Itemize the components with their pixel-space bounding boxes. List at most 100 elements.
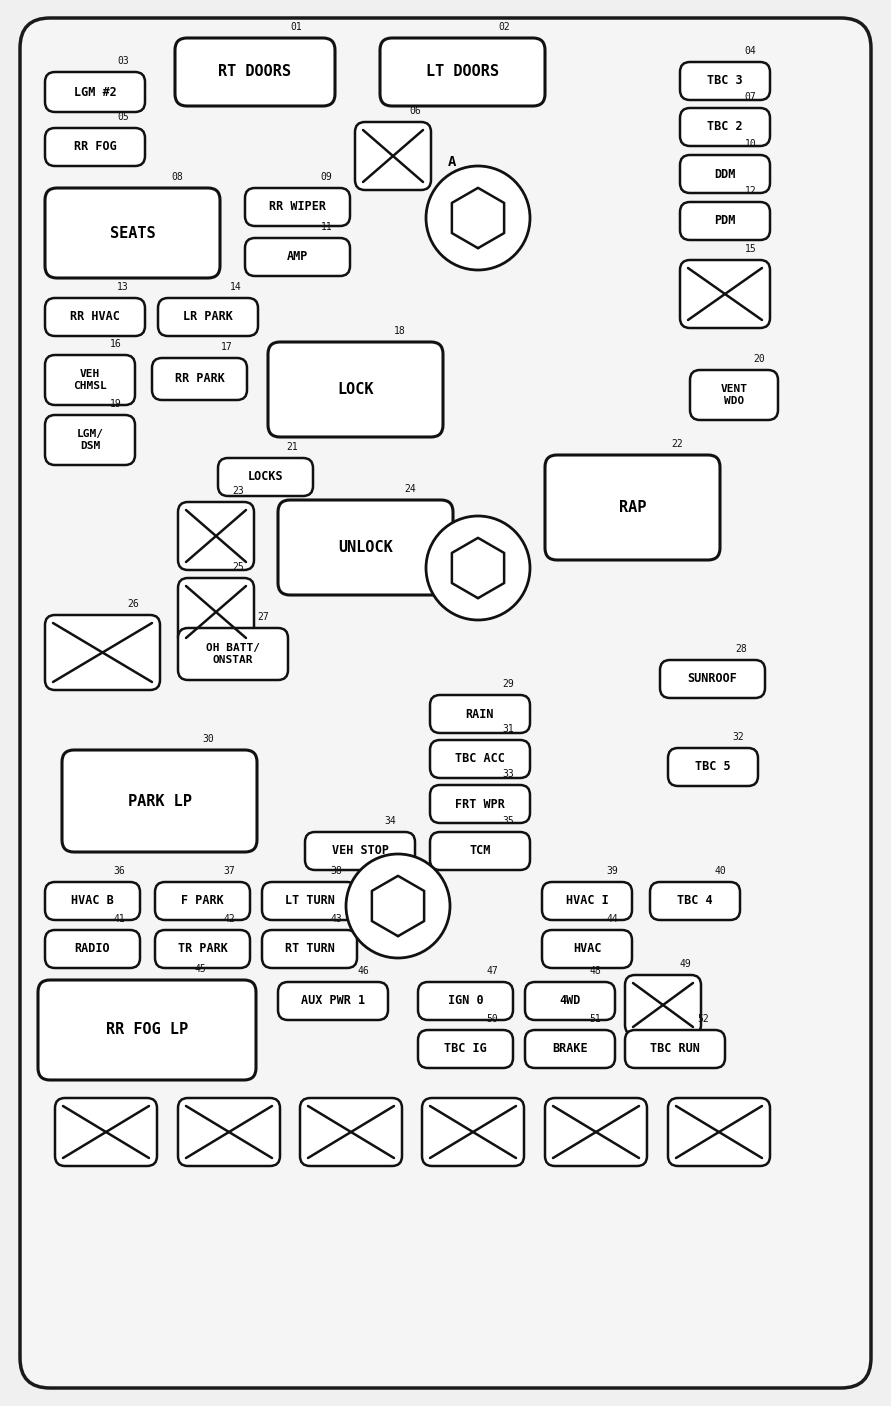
FancyBboxPatch shape <box>418 981 513 1019</box>
Text: PDM: PDM <box>715 215 736 228</box>
FancyBboxPatch shape <box>430 832 530 870</box>
FancyBboxPatch shape <box>45 882 140 920</box>
Circle shape <box>346 853 450 957</box>
Text: TBC 4: TBC 4 <box>677 894 713 907</box>
FancyBboxPatch shape <box>660 659 765 697</box>
FancyBboxPatch shape <box>45 614 160 690</box>
Text: 29: 29 <box>502 679 514 689</box>
Text: TR PARK: TR PARK <box>177 942 227 956</box>
FancyBboxPatch shape <box>158 298 258 336</box>
Text: RR HVAC: RR HVAC <box>70 311 120 323</box>
FancyBboxPatch shape <box>175 38 335 105</box>
FancyBboxPatch shape <box>355 122 431 190</box>
Text: LOCK: LOCK <box>338 382 373 396</box>
Text: RAIN: RAIN <box>466 707 495 720</box>
Text: 39: 39 <box>607 866 618 876</box>
Text: 08: 08 <box>171 172 183 181</box>
Text: VEH STOP: VEH STOP <box>331 845 388 858</box>
Text: TBC 2: TBC 2 <box>707 121 743 134</box>
FancyBboxPatch shape <box>45 128 145 166</box>
FancyBboxPatch shape <box>680 260 770 328</box>
Text: VEH
CHMSL: VEH CHMSL <box>73 370 107 391</box>
Text: 23: 23 <box>233 486 244 496</box>
FancyBboxPatch shape <box>45 298 145 336</box>
Text: RR FOG LP: RR FOG LP <box>106 1022 188 1038</box>
Text: RR WIPER: RR WIPER <box>269 201 326 214</box>
Text: 33: 33 <box>502 769 514 779</box>
Text: 41: 41 <box>113 914 125 924</box>
FancyBboxPatch shape <box>542 929 632 967</box>
Text: 10: 10 <box>745 139 756 149</box>
Text: 05: 05 <box>117 112 129 122</box>
Text: 40: 40 <box>715 866 726 876</box>
Text: 27: 27 <box>257 612 269 621</box>
FancyBboxPatch shape <box>418 1031 513 1069</box>
Text: AUX PWR 1: AUX PWR 1 <box>301 994 365 1008</box>
FancyBboxPatch shape <box>178 628 288 681</box>
FancyBboxPatch shape <box>680 108 770 146</box>
Text: HVAC B: HVAC B <box>71 894 114 907</box>
Text: 50: 50 <box>486 1014 498 1024</box>
Text: 01: 01 <box>290 22 302 32</box>
Text: 19: 19 <box>110 399 121 409</box>
Text: IGN 0: IGN 0 <box>447 994 483 1008</box>
Text: 34: 34 <box>384 815 396 825</box>
FancyBboxPatch shape <box>545 1098 647 1166</box>
FancyBboxPatch shape <box>542 882 632 920</box>
Text: TBC 5: TBC 5 <box>695 761 731 773</box>
FancyBboxPatch shape <box>45 72 145 112</box>
Text: RT TURN: RT TURN <box>284 942 334 956</box>
FancyBboxPatch shape <box>430 695 530 733</box>
FancyBboxPatch shape <box>218 458 313 496</box>
Text: 35: 35 <box>502 815 514 825</box>
Text: LT DOORS: LT DOORS <box>426 65 499 80</box>
Text: 30: 30 <box>202 734 214 744</box>
FancyBboxPatch shape <box>380 38 545 105</box>
Text: LOCKS: LOCKS <box>248 471 283 484</box>
Text: 51: 51 <box>590 1014 601 1024</box>
Text: 15: 15 <box>745 245 756 254</box>
FancyBboxPatch shape <box>152 359 247 399</box>
Text: 07: 07 <box>745 91 756 103</box>
Text: 44: 44 <box>607 914 618 924</box>
Text: A: A <box>448 155 456 169</box>
Text: 22: 22 <box>671 439 683 449</box>
FancyBboxPatch shape <box>178 502 254 569</box>
Text: TBC ACC: TBC ACC <box>455 752 505 765</box>
FancyBboxPatch shape <box>625 1031 725 1069</box>
Text: HVAC: HVAC <box>573 942 601 956</box>
Text: LR PARK: LR PARK <box>183 311 233 323</box>
Text: 43: 43 <box>331 914 342 924</box>
Text: 20: 20 <box>754 354 765 364</box>
Text: TBC 3: TBC 3 <box>707 75 743 87</box>
FancyBboxPatch shape <box>62 749 257 852</box>
FancyBboxPatch shape <box>680 62 770 100</box>
FancyBboxPatch shape <box>45 188 220 278</box>
Text: LT TURN: LT TURN <box>284 894 334 907</box>
Text: 04: 04 <box>745 46 756 56</box>
Text: 25: 25 <box>233 562 244 572</box>
Text: 46: 46 <box>357 966 369 976</box>
Text: 37: 37 <box>224 866 235 876</box>
FancyBboxPatch shape <box>650 882 740 920</box>
FancyBboxPatch shape <box>690 370 778 420</box>
FancyBboxPatch shape <box>262 929 357 967</box>
Text: 49: 49 <box>680 959 691 969</box>
Text: 28: 28 <box>736 644 748 654</box>
Text: FRT WPR: FRT WPR <box>455 797 505 810</box>
Text: 13: 13 <box>117 283 129 292</box>
FancyBboxPatch shape <box>155 929 250 967</box>
Text: 38: 38 <box>331 866 342 876</box>
Text: SUNROOF: SUNROOF <box>688 672 738 686</box>
Text: 06: 06 <box>410 105 421 117</box>
FancyBboxPatch shape <box>268 342 443 437</box>
FancyBboxPatch shape <box>178 1098 280 1166</box>
Text: 21: 21 <box>286 441 298 451</box>
Text: TBC RUN: TBC RUN <box>650 1042 700 1056</box>
Text: 45: 45 <box>195 965 207 974</box>
FancyBboxPatch shape <box>45 354 135 405</box>
Text: TBC IG: TBC IG <box>444 1042 486 1056</box>
FancyBboxPatch shape <box>45 929 140 967</box>
Text: 03: 03 <box>117 56 129 66</box>
Circle shape <box>426 516 530 620</box>
